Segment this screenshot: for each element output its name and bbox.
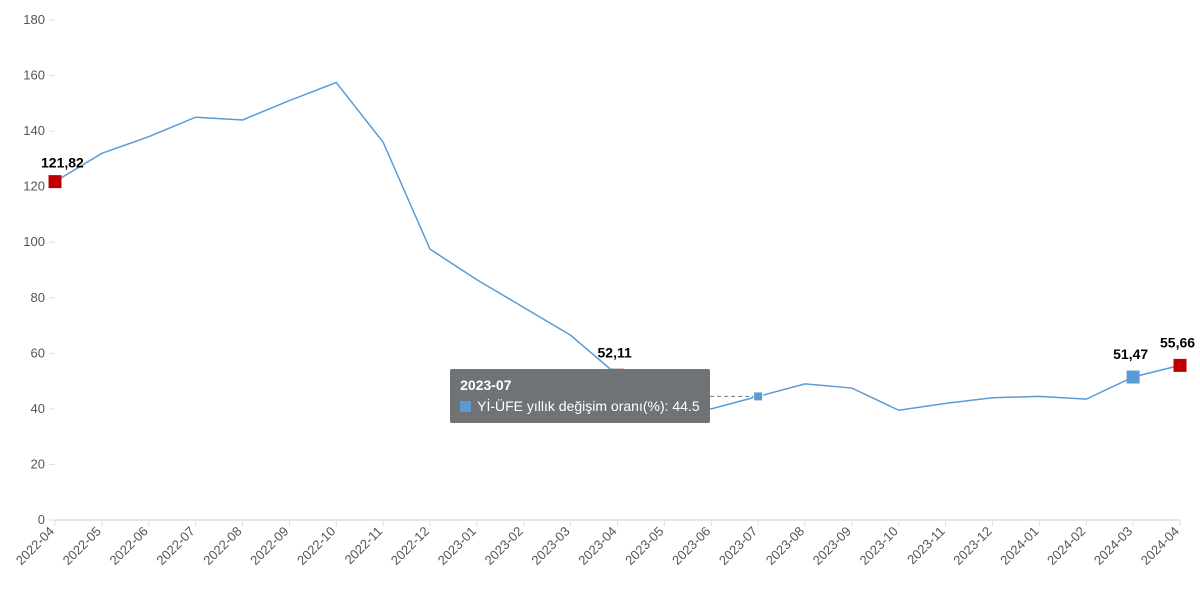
- x-tick-label: 2023-02: [482, 524, 526, 568]
- x-tick-label: 2023-09: [810, 524, 854, 568]
- x-tick-label: 2022-04: [13, 524, 57, 568]
- data-label: 121,82: [41, 155, 84, 171]
- x-tick-label: 2023-11: [904, 524, 948, 568]
- x-tick-label: 2024-03: [1091, 524, 1135, 568]
- data-label: 52,11: [598, 344, 632, 360]
- y-tick-label: 80: [31, 290, 45, 305]
- x-tick-label: 2023-10: [857, 524, 901, 568]
- x-tick-label: 2023-03: [528, 524, 572, 568]
- chart-container: { "chart": { "type": "line", "width_px":…: [0, 0, 1200, 609]
- x-tick-label: 2024-04: [1138, 524, 1182, 568]
- data-marker: [1174, 359, 1187, 372]
- x-tick-label: 2023-01: [435, 524, 479, 568]
- y-tick-label: 180: [23, 12, 45, 27]
- x-tick-label: 2022-08: [200, 524, 244, 568]
- x-tick-label: 2022-06: [107, 524, 151, 568]
- x-tick-label: 2022-12: [388, 524, 432, 568]
- data-marker: [1127, 371, 1140, 384]
- y-tick-label: 40: [31, 401, 45, 416]
- data-marker: [611, 369, 624, 382]
- y-tick-label: 140: [23, 123, 45, 138]
- x-tick-label: 2022-05: [60, 524, 104, 568]
- x-tick-label: 2022-11: [342, 524, 386, 568]
- x-tick-label: 2024-01: [997, 524, 1041, 568]
- x-tick-label: 2024-02: [1044, 524, 1088, 568]
- x-tick-label: 2023-04: [575, 524, 619, 568]
- series-line: [55, 83, 1180, 411]
- x-tick-label: 2023-07: [716, 524, 760, 568]
- x-tick-label: 2022-10: [294, 524, 338, 568]
- data-label: 55,66: [1160, 334, 1195, 350]
- data-label: 51,47: [1113, 346, 1148, 362]
- line-chart: 0204060801001201401601802022-042022-0520…: [0, 0, 1200, 609]
- y-tick-label: 100: [23, 234, 45, 249]
- x-tick-label: 2023-08: [763, 524, 807, 568]
- x-tick-label: 2022-09: [247, 524, 291, 568]
- data-marker: [49, 175, 62, 188]
- y-tick-label: 20: [31, 456, 45, 471]
- hover-marker: [754, 392, 763, 401]
- x-tick-label: 2023-12: [950, 524, 994, 568]
- y-tick-label: 160: [23, 68, 45, 83]
- x-tick-label: 2022-07: [153, 524, 197, 568]
- y-tick-label: 60: [31, 345, 45, 360]
- x-tick-label: 2023-05: [622, 524, 666, 568]
- x-tick-label: 2023-06: [669, 524, 713, 568]
- y-tick-label: 120: [23, 179, 45, 194]
